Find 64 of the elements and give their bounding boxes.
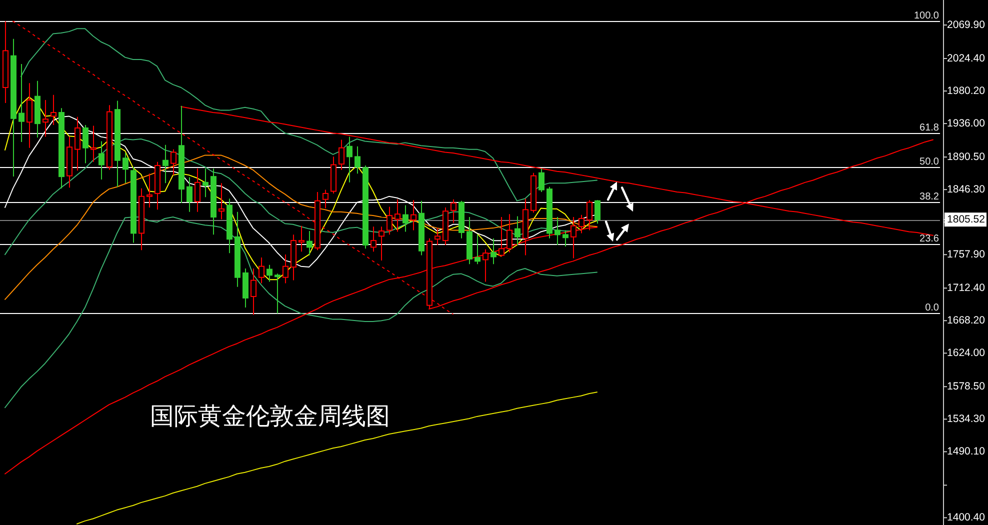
y-tick-label: 1890.50	[947, 151, 986, 164]
candlestick	[10, 38, 16, 178]
ref-line-label: 61.8	[920, 122, 940, 134]
y-tick-label: 1936.00	[947, 118, 986, 130]
candlestick	[162, 144, 168, 184]
ref-line-label: 23.6	[920, 234, 940, 244]
ref-line-label: 100.0	[914, 10, 940, 22]
ref-line-label: 38.2	[920, 192, 940, 202]
y-tick-label: 2024.40	[947, 52, 986, 65]
candlestick	[26, 82, 32, 148]
ref-line-label: 50.0	[920, 156, 940, 168]
candlestick	[42, 100, 48, 138]
candlestick	[410, 200, 416, 231]
line-series	[4, 154, 598, 300]
candlestick	[146, 173, 152, 208]
y-tick-label: 1400.40	[947, 512, 986, 524]
candlestick	[74, 116, 80, 172]
candlestick	[210, 168, 216, 236]
candlestick	[2, 20, 8, 104]
y-tick-label: 1578.50	[947, 380, 986, 393]
y-tick-label: 1757.90	[947, 248, 986, 261]
y-tick-label: 1712.40	[947, 282, 986, 294]
y-tick-label: 2069.90	[947, 19, 986, 32]
y-tick-label: 1846.30	[947, 184, 986, 196]
candlestick	[114, 100, 120, 188]
candlestick	[298, 225, 304, 252]
candlestick	[234, 211, 240, 288]
candlestick	[290, 234, 296, 281]
candlestick	[90, 125, 96, 162]
y-tick-label: 1980.20	[947, 85, 986, 98]
candlestick	[554, 216, 560, 246]
candlestick	[346, 136, 352, 183]
candlestick	[394, 198, 400, 232]
text: 国际黄金伦敦金周线图	[150, 403, 390, 430]
candlestick	[490, 238, 496, 265]
line-series	[20, 28, 598, 202]
candlestick	[258, 256, 264, 284]
candlestick	[18, 63, 24, 142]
candlestick	[138, 188, 144, 251]
candlestick	[66, 136, 72, 188]
candlestick	[202, 168, 208, 198]
y-tick-label: 1534.30	[947, 413, 986, 426]
candlestick	[226, 198, 232, 254]
candlestick	[306, 230, 312, 256]
candlestick	[218, 182, 224, 220]
y-tick-label: 1490.10	[947, 446, 986, 458]
candlestick	[194, 168, 200, 212]
candlestick	[98, 140, 104, 180]
y-tick-label: 1668.20	[947, 314, 986, 327]
candlestick	[402, 204, 408, 232]
candlestick	[50, 94, 56, 126]
line-series	[76, 392, 598, 524]
ref-line-label: 0.0	[925, 302, 940, 314]
candlestick	[338, 139, 344, 170]
candlestick	[514, 216, 520, 246]
y-tick-label: 1624.00	[947, 347, 986, 360]
candlestick	[282, 254, 288, 284]
candlestick	[434, 228, 440, 246]
candlestick	[178, 105, 184, 204]
y-tick-label: 1805.52	[947, 214, 986, 226]
candlestick	[34, 80, 40, 138]
candlestick	[250, 268, 256, 316]
candlestick	[354, 146, 360, 174]
candlestick	[186, 176, 192, 212]
